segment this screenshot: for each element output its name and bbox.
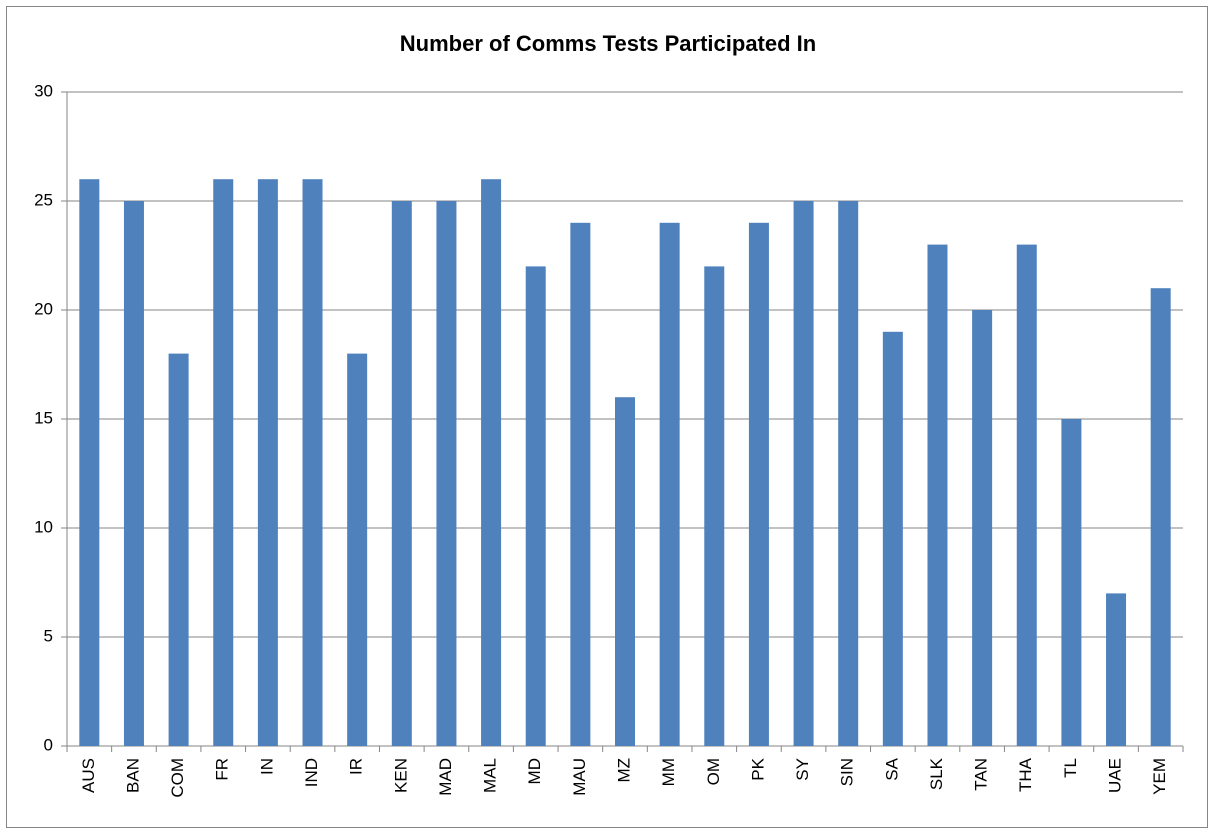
bar xyxy=(1150,288,1171,746)
x-tick-label: BAN xyxy=(123,758,142,793)
x-tick-label: MD xyxy=(525,758,544,784)
bar xyxy=(525,266,546,746)
bar xyxy=(481,179,502,746)
bar xyxy=(302,179,323,746)
bar xyxy=(213,179,234,746)
x-tick-label: PK xyxy=(748,757,767,780)
x-tick-label: KEN xyxy=(391,758,410,793)
y-tick-label: 0 xyxy=(44,735,53,754)
bar xyxy=(347,353,368,746)
x-tick-label: IR xyxy=(347,758,366,775)
x-tick-label: MAL xyxy=(481,758,500,793)
y-tick-label: 15 xyxy=(34,408,53,427)
x-tick-label: IN xyxy=(257,758,276,775)
chart-title: Number of Comms Tests Participated In xyxy=(400,31,816,56)
bar xyxy=(704,266,725,746)
x-tick-label: TAN xyxy=(972,758,991,791)
bar xyxy=(1061,419,1082,746)
x-tick-label: MZ xyxy=(614,758,633,783)
y-tick-label: 30 xyxy=(34,81,53,100)
bar xyxy=(882,331,903,746)
bar xyxy=(123,201,144,746)
bar xyxy=(793,201,814,746)
x-tick-label: YEM xyxy=(1150,758,1169,795)
x-tick-label: SIN xyxy=(838,758,857,786)
x-tick-label: MAU xyxy=(570,758,589,796)
bar xyxy=(838,201,859,746)
x-tick-label: IND xyxy=(302,758,321,787)
bar xyxy=(436,201,457,746)
x-tick-label: SA xyxy=(882,757,901,780)
x-tick-label: MAD xyxy=(436,758,455,796)
y-tick-label: 5 xyxy=(44,626,53,645)
y-tick-label: 20 xyxy=(34,299,53,318)
x-tick-label: COM xyxy=(168,758,187,798)
bar xyxy=(748,222,769,747)
bar xyxy=(659,222,680,747)
bar xyxy=(927,244,948,746)
x-tick-label: TL xyxy=(1061,758,1080,778)
bar xyxy=(1016,244,1037,746)
x-tick-label: FR xyxy=(213,758,232,781)
bar xyxy=(168,353,189,746)
x-tick-label: AUS xyxy=(79,758,98,793)
x-tick-label: THA xyxy=(1016,757,1035,792)
bar xyxy=(570,222,591,747)
bar xyxy=(257,179,278,746)
y-tick-label: 10 xyxy=(34,517,53,536)
chart-border xyxy=(6,6,1208,828)
x-tick-label: UAE xyxy=(1106,758,1125,793)
x-tick-label: SY xyxy=(793,758,812,781)
x-tick-label: MM xyxy=(659,758,678,786)
bar xyxy=(79,179,100,746)
y-tick-label: 25 xyxy=(34,190,53,209)
bar xyxy=(391,201,412,746)
x-tick-label: SLK xyxy=(927,757,946,790)
bar xyxy=(972,310,993,746)
bar xyxy=(1106,593,1127,746)
bar xyxy=(615,397,635,746)
x-tick-label: OM xyxy=(704,758,723,785)
